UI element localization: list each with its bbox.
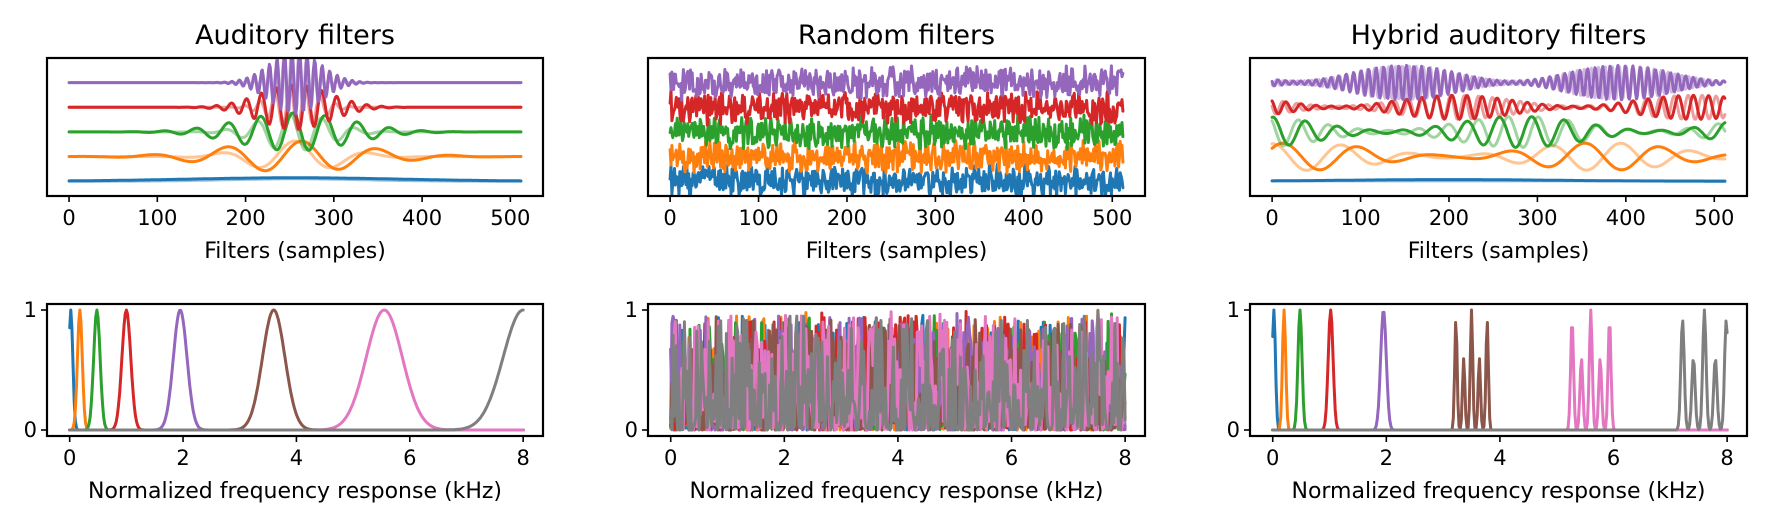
- x-tick-label: 500: [1694, 206, 1734, 230]
- y-tick-label: 0: [625, 418, 638, 442]
- y-tick-label: 0: [1227, 418, 1240, 442]
- x-axis-label: Normalized frequency response (kHz): [1291, 479, 1705, 504]
- y-tick-label: 0: [24, 418, 37, 442]
- series-8-line: [1271, 308, 1729, 432]
- series-5-line: [67, 58, 523, 116]
- x-tick-label: 100: [1340, 206, 1380, 230]
- x-tick-label: 8: [1720, 446, 1733, 470]
- series-2-line: [668, 137, 1125, 175]
- panel-6: 0 1 0 2 4 6 8 Normalized frequency response (kH…: [1227, 298, 1749, 504]
- x-tick-label: 200: [1429, 206, 1469, 230]
- series-8-line: [669, 309, 1127, 432]
- x-tick-label: 4: [290, 446, 303, 470]
- x-tick-label: 100: [738, 206, 778, 230]
- series-2-line: [1270, 141, 1727, 172]
- x-tick-label: 500: [1092, 206, 1132, 230]
- panel-3: 0 100 200 300 400 500 Filters (samples) Hybrid …: [1248, 20, 1749, 264]
- x-tick-label: 4: [891, 446, 904, 470]
- series-4-shadow: [1270, 93, 1727, 121]
- panel-2: 0 100 200 300 400 500 Filters (samples) Random …: [646, 20, 1147, 264]
- y-tick-label: 1: [1227, 298, 1240, 322]
- chart-title: Hybrid auditory filters: [1351, 20, 1647, 51]
- series-6-line: [68, 308, 525, 432]
- series-5-line: [1270, 63, 1727, 102]
- series-8-line: [68, 308, 525, 432]
- x-axis-label: Filters (samples): [1408, 239, 1590, 264]
- curves: [67, 58, 523, 183]
- series-7-line: [1271, 308, 1729, 432]
- x-tick-label: 0: [664, 446, 677, 470]
- curves: [669, 308, 1127, 432]
- x-tick-label: 2: [778, 446, 791, 470]
- x-tick-label: 0: [1266, 446, 1279, 470]
- panel-5: 0 1 0 2 4 6 8 Normalized frequency response (kH…: [625, 298, 1147, 504]
- plot-frame: [1248, 302, 1749, 438]
- series-1-line: [668, 162, 1125, 196]
- series-3-line: [668, 113, 1125, 151]
- x-tick-label: 0: [1265, 206, 1278, 230]
- x-tick-label: 0: [663, 206, 676, 230]
- x-tick-label: 0: [63, 446, 76, 470]
- series-3-line: [1270, 115, 1727, 149]
- curves: [68, 308, 525, 432]
- series-5-line: [668, 64, 1125, 102]
- curves: [1271, 308, 1729, 432]
- y-tick-label: 1: [625, 298, 638, 322]
- plot-frame: [45, 302, 545, 438]
- x-axis-label: Normalized frequency response (kHz): [88, 479, 502, 504]
- curves: [1270, 63, 1727, 183]
- x-tick-label: 100: [137, 206, 177, 230]
- panel-4: 0 1 0 2 4 6 8 Normalized frequency response (kH…: [24, 298, 545, 504]
- x-axis-label: Normalized frequency response (kHz): [689, 479, 1103, 504]
- curves: [668, 64, 1125, 196]
- series-2-line: [1271, 308, 1729, 432]
- x-tick-label: 300: [915, 206, 955, 230]
- plot-frame: [646, 56, 1147, 198]
- x-tick-label: 400: [402, 206, 442, 230]
- x-tick-label: 2: [176, 446, 189, 470]
- x-tick-label: 6: [403, 446, 416, 470]
- x-tick-label: 8: [1118, 446, 1131, 470]
- x-tick-label: 400: [1606, 206, 1646, 230]
- y-tick-label: 1: [24, 298, 37, 322]
- panel-1: 0 100 200 300 400 500 Filters (samples) Auditor…: [45, 20, 545, 264]
- x-tick-label: 200: [226, 206, 266, 230]
- series-4-line: [1271, 308, 1729, 432]
- chart-title: Auditory filters: [195, 20, 395, 51]
- series-4-line: [668, 88, 1125, 127]
- series-6-line: [1271, 308, 1729, 432]
- series-2-line: [67, 139, 523, 173]
- series-4-line: [1270, 93, 1727, 121]
- series-2-shadow: [1270, 141, 1727, 172]
- x-tick-label: 6: [1607, 446, 1620, 470]
- plot-frame: [1248, 56, 1749, 198]
- series-1-line: [1270, 178, 1727, 183]
- chart-title: Random filters: [798, 20, 995, 51]
- x-tick-label: 6: [1005, 446, 1018, 470]
- plot-frame: [646, 302, 1147, 438]
- plot-frame: [45, 56, 545, 198]
- x-tick-label: 500: [490, 206, 530, 230]
- series-5-line: [1271, 310, 1729, 432]
- x-tick-label: 8: [516, 446, 529, 470]
- x-tick-label: 300: [314, 206, 354, 230]
- x-tick-label: 4: [1493, 446, 1506, 470]
- x-tick-label: 300: [1517, 206, 1557, 230]
- series-1-line: [67, 176, 523, 183]
- x-tick-label: 2: [1380, 446, 1393, 470]
- x-axis-label: Filters (samples): [806, 239, 988, 264]
- series-3-line: [1271, 308, 1729, 432]
- x-tick-label: 0: [62, 206, 75, 230]
- series-1-line: [1271, 308, 1729, 432]
- x-tick-label: 400: [1004, 206, 1044, 230]
- x-tick-label: 200: [827, 206, 867, 230]
- x-axis-label: Filters (samples): [204, 239, 386, 264]
